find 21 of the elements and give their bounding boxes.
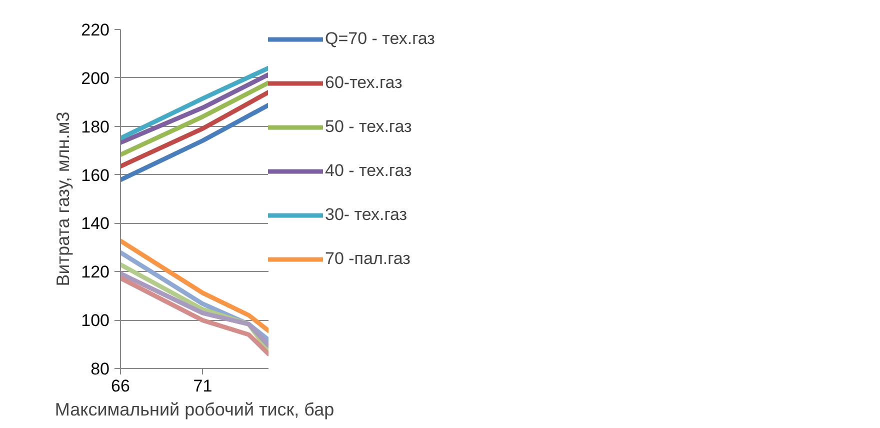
y-tick-label: 120 [81,262,110,282]
y-tick-label: 200 [81,68,110,88]
x-axis-title: Максимальний робочий тиск, бар [54,400,334,420]
line-series [120,238,268,333]
legend-label: 70 -пал.газ [325,249,410,269]
y-tick-label: 220 [81,20,110,40]
legend-label: 40 - тех.газ [325,161,412,181]
legend-label: 60-тех.газ [325,73,402,93]
y-axis-title: Витрата газу, млн.м3 [53,112,74,286]
legend-label: 30- тех.газ [325,205,408,225]
y-tick-label: 100 [81,311,110,330]
y-tick-label: 80 [90,360,110,378]
x-tick-label: 71 [193,376,212,396]
line-series [120,276,268,356]
line-series [120,271,268,348]
y-tick-label: 160 [81,166,110,185]
legend-label: Q=70 - тех.газ [325,29,435,49]
legend-label: 50 - тех.газ [325,117,412,137]
y-tick-label: 180 [81,117,110,136]
x-tick-label: 66 [111,376,130,396]
y-tick-label: 140 [81,214,110,234]
